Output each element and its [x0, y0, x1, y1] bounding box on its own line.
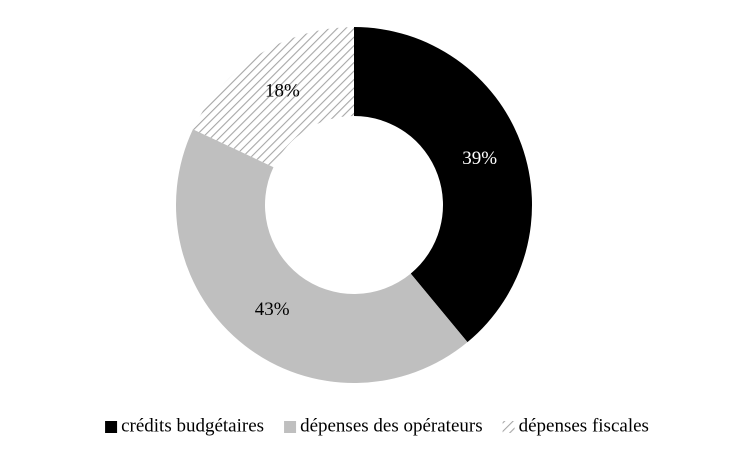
- legend-swatch: [284, 421, 297, 433]
- donut-slice: [354, 27, 533, 343]
- legend-swatch: [105, 421, 118, 433]
- donut-slice: [176, 129, 468, 383]
- donut-slice: [192, 26, 354, 168]
- slice-label: 39%: [462, 148, 497, 169]
- legend-swatch: [502, 421, 515, 433]
- legend-label: dépenses fiscales: [519, 415, 649, 436]
- slice-label: 18%: [265, 81, 300, 102]
- slice-label: 43%: [255, 299, 290, 320]
- legend-label: dépenses des opérateurs: [300, 415, 483, 436]
- legend-label: crédits budgétaires: [121, 415, 264, 436]
